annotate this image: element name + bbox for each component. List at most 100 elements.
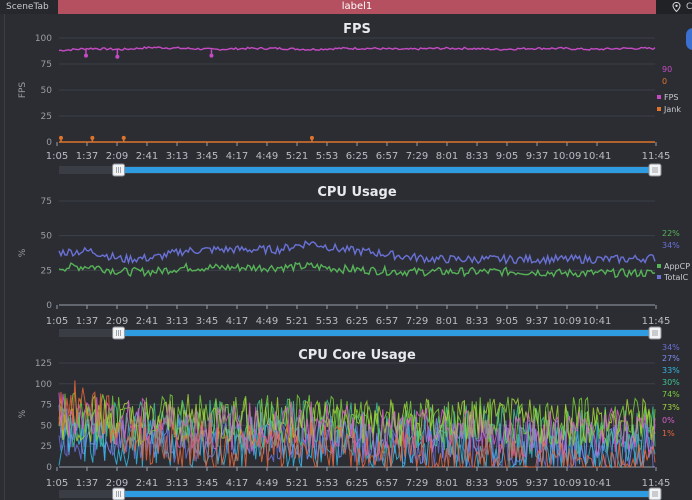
x-tick-label: 8:01 xyxy=(436,478,458,489)
legend-value: 22% xyxy=(662,229,680,238)
range-slider-selection[interactable] xyxy=(118,491,656,497)
y-tick-label: 100 xyxy=(35,380,52,390)
x-tick-label: 7:29 xyxy=(406,316,428,327)
range-slider-selection[interactable] xyxy=(118,330,656,336)
series-line-core7 xyxy=(58,380,656,469)
x-tick-label: 9:05 xyxy=(496,478,518,489)
y-tick-label: 75 xyxy=(41,401,52,411)
legend-value: 27% xyxy=(662,354,680,363)
x-tick-label: 5:21 xyxy=(286,478,308,489)
y-tick-label: 0 xyxy=(46,301,52,311)
x-tick-label: 1:37 xyxy=(76,316,98,327)
legend-label: Jank xyxy=(663,105,681,114)
legend-label: AppCP xyxy=(664,262,690,271)
legend-value: 34% xyxy=(662,241,680,250)
x-tick-label: 2:41 xyxy=(136,316,158,327)
legend-value: 0 xyxy=(662,77,667,86)
y-tick-label: 75 xyxy=(41,197,52,207)
x-tick-label: 2:09 xyxy=(106,316,128,327)
x-tick-label: 7:29 xyxy=(406,478,428,489)
x-tick-label: 4:17 xyxy=(226,151,248,162)
location-pin-icon[interactable] xyxy=(672,2,681,12)
legend-value: 90 xyxy=(662,65,672,74)
x-tick-label: 10:41 xyxy=(583,316,612,327)
x-tick-label: 9:37 xyxy=(526,478,548,489)
y-tick-label: 125 xyxy=(35,359,52,369)
x-tick-label: 4:49 xyxy=(256,151,278,162)
x-tick-label: 9:05 xyxy=(496,151,518,162)
legend-value: 34% xyxy=(662,343,680,352)
x-tick-label: 10:09 xyxy=(553,478,582,489)
chart-title: FPS xyxy=(343,22,371,37)
legend-swatch xyxy=(657,107,661,111)
x-tick-label: 1:37 xyxy=(76,151,98,162)
legend-value: 33% xyxy=(662,366,680,375)
fps-dip-point xyxy=(115,54,120,59)
series-line-FPS xyxy=(58,46,656,52)
jank-spike-point xyxy=(90,135,95,140)
series-line-core6 xyxy=(58,392,656,458)
y-tick-label: 25 xyxy=(41,112,52,122)
fps-dip-point xyxy=(84,53,88,58)
y-tick-label: 75 xyxy=(41,60,52,70)
x-tick-label: 10:41 xyxy=(583,478,612,489)
x-tick-label: 3:13 xyxy=(166,316,188,327)
legend-label: FPS xyxy=(664,93,679,102)
x-tick-label: 8:33 xyxy=(466,151,488,162)
x-tick-label: 2:09 xyxy=(106,151,128,162)
x-tick-label: 4:17 xyxy=(226,478,248,489)
x-tick-label: 9:05 xyxy=(496,316,518,327)
legend-swatch xyxy=(657,95,661,99)
x-tick-label: 3:45 xyxy=(196,316,218,327)
x-tick-label: 10:41 xyxy=(583,151,612,162)
jank-spike-point xyxy=(59,135,63,140)
y-tick-label: 100 xyxy=(35,34,52,44)
x-tick-label: 10:09 xyxy=(553,316,582,327)
range-slider-selection[interactable] xyxy=(118,167,656,173)
top-bar: SceneTab label1 C xyxy=(0,0,692,14)
y-axis-label: % xyxy=(18,409,28,418)
x-tick-label: 7:29 xyxy=(406,151,428,162)
x-tick-label: 6:25 xyxy=(346,151,368,162)
floating-action-button[interactable] xyxy=(686,28,692,50)
x-tick-label: 8:01 xyxy=(436,316,458,327)
y-axis-label: % xyxy=(18,248,28,257)
x-tick-label: 1:05 xyxy=(46,478,68,489)
x-tick-label: 2:41 xyxy=(136,478,158,489)
x-tick-label: 4:49 xyxy=(256,478,278,489)
x-tick-label: 1:37 xyxy=(76,478,98,489)
series-line-AppCPU xyxy=(58,261,656,279)
active-tab-label[interactable]: label1 xyxy=(58,0,656,14)
chart-title: CPU Usage xyxy=(317,185,397,200)
x-tick-label: 3:45 xyxy=(196,151,218,162)
legend-swatch xyxy=(657,264,661,268)
legend-swatch xyxy=(657,275,661,279)
x-tick-label: 4:17 xyxy=(226,316,248,327)
x-tick-label: 9:37 xyxy=(526,151,548,162)
legend-value: 73% xyxy=(662,403,680,412)
legend-value: 1% xyxy=(662,429,675,438)
x-tick-label: 1:05 xyxy=(46,316,68,327)
y-axis-label: FPS xyxy=(18,82,28,99)
series-line-core4 xyxy=(58,391,656,448)
top-right-panel xyxy=(656,0,692,14)
toolbar-edge-label: C xyxy=(686,2,692,12)
x-tick-label: 11:45 xyxy=(642,316,671,327)
y-tick-label: 0 xyxy=(46,138,52,148)
series-line-TotalCPU xyxy=(58,240,656,266)
x-tick-label: 11:45 xyxy=(642,478,671,489)
x-tick-label: 10:09 xyxy=(553,151,582,162)
x-tick-label: 6:57 xyxy=(376,151,398,162)
x-tick-label: 5:53 xyxy=(316,478,338,489)
x-tick-label: 11:45 xyxy=(642,151,671,162)
left-frame-line xyxy=(4,14,5,500)
x-tick-label: 2:09 xyxy=(106,478,128,489)
legend-label: TotalC xyxy=(663,273,689,282)
x-tick-label: 6:57 xyxy=(376,478,398,489)
x-tick-label: 3:45 xyxy=(196,478,218,489)
x-tick-label: 9:37 xyxy=(526,316,548,327)
y-tick-label: 25 xyxy=(41,266,52,276)
x-tick-label: 5:21 xyxy=(286,316,308,327)
x-tick-label: 4:49 xyxy=(256,316,278,327)
legend-value: 30% xyxy=(662,378,680,387)
